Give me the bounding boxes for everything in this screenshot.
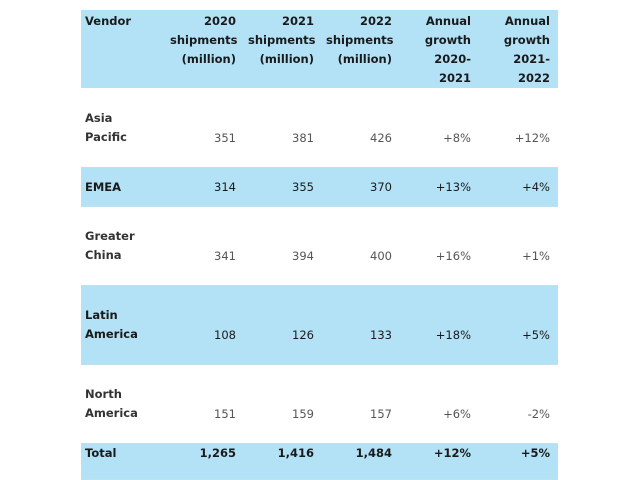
vendor-cell: Greater China [81, 206, 166, 286]
cell-2021: 394 [244, 206, 322, 286]
vendor-cell: Asia Pacific [81, 88, 166, 168]
table-row: Latin America 108 126 133 +18% +5% [81, 285, 558, 365]
total-2022: 1,484 [322, 443, 400, 480]
cell-2021: 355 [244, 167, 322, 207]
cell-2020: 151 [166, 364, 244, 444]
vendor-line2: America [85, 327, 138, 341]
vendor-cell: Latin America [81, 285, 166, 365]
header-2022-shipments: 2022 shipments (million) [322, 10, 400, 89]
table-total-row: Total 1,265 1,416 1,484 +12% +5% [81, 443, 558, 480]
cell-2020: 341 [166, 206, 244, 286]
header-2021-line1: 2021 [281, 14, 314, 28]
cell-growth2: +5% [479, 285, 558, 365]
cell-growth2: +12% [479, 88, 558, 168]
cell-growth2: -2% [479, 364, 558, 444]
table-row: EMEA 314 355 370 +13% +4% [81, 167, 558, 207]
header-2021-shipments: 2021 shipments (million) [244, 10, 322, 89]
header-2020-line1: 2020 [203, 14, 236, 28]
cell-growth2: +4% [479, 167, 558, 207]
header-2022-line3: (million) [337, 52, 392, 66]
vendor-line1: Latin [85, 308, 118, 322]
header-vendor: Vendor [81, 10, 166, 89]
cell-2022: 133 [322, 285, 400, 365]
vendor-cell: EMEA [81, 167, 166, 207]
cell-growth2: +1% [479, 206, 558, 286]
cell-2022: 400 [322, 206, 400, 286]
header-growth2-line2: growth [503, 33, 550, 47]
vendor-line2: Pacific [85, 130, 127, 144]
table-row: North America 151 159 157 +6% -2% [81, 364, 558, 444]
cell-2022: 426 [322, 88, 400, 168]
cell-growth1: +13% [400, 167, 479, 207]
header-growth2-line1: Annual [504, 14, 550, 28]
cell-growth1: +6% [400, 364, 479, 444]
cell-2021: 126 [244, 285, 322, 365]
vendor-line2: America [85, 406, 138, 420]
cell-2021: 381 [244, 88, 322, 168]
cell-2021: 159 [244, 364, 322, 444]
header-growth1-line2: growth [424, 33, 471, 47]
cell-2022: 157 [322, 364, 400, 444]
header-growth-2020-2021: Annual growth 2020-2021 [400, 10, 479, 89]
cell-growth1: +16% [400, 206, 479, 286]
header-2022-line2: shipments [326, 33, 394, 47]
total-label: Total [81, 443, 166, 480]
vendor-cell: North America [81, 364, 166, 444]
cell-growth1: +8% [400, 88, 479, 168]
vendor-line1: North [85, 387, 122, 401]
shipments-table-container: Vendor 2020 shipments (million) 2021 shi… [81, 10, 558, 480]
table-header-row: Vendor 2020 shipments (million) 2021 shi… [81, 10, 558, 89]
table-row: Asia Pacific 351 381 426 +8% +12% [81, 88, 558, 168]
vendor-line2: China [85, 248, 122, 262]
header-growth1-line1: Annual [425, 14, 471, 28]
header-growth2-line3: 2021-2022 [513, 52, 550, 85]
cell-2020: 351 [166, 88, 244, 168]
header-growth1-line3: 2020-2021 [434, 52, 471, 85]
cell-2020: 314 [166, 167, 244, 207]
header-2021-line2: shipments [248, 33, 316, 47]
vendor-line1: Asia [85, 111, 113, 125]
total-growth2: +5% [479, 443, 558, 480]
total-2021: 1,416 [244, 443, 322, 480]
header-growth-2021-2022: Annual growth 2021-2022 [479, 10, 558, 89]
header-2020-shipments: 2020 shipments (million) [166, 10, 244, 89]
total-growth1: +12% [400, 443, 479, 480]
cell-2022: 370 [322, 167, 400, 207]
header-2020-line2: shipments [170, 33, 238, 47]
header-2022-line1: 2022 [359, 14, 392, 28]
header-2021-line3: (million) [259, 52, 314, 66]
cell-growth1: +18% [400, 285, 479, 365]
vendor-line1: Greater [85, 229, 135, 243]
table-row: Greater China 341 394 400 +16% +1% [81, 206, 558, 286]
total-2020: 1,265 [166, 443, 244, 480]
cell-2020: 108 [166, 285, 244, 365]
shipments-table: Vendor 2020 shipments (million) 2021 shi… [81, 10, 558, 480]
header-2020-line3: (million) [181, 52, 236, 66]
